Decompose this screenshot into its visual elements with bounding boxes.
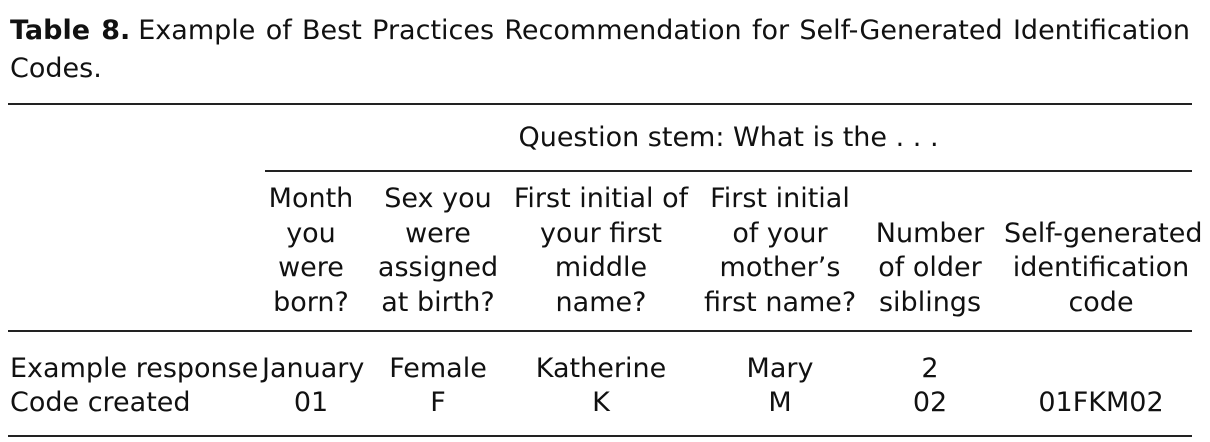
table-top-rule <box>8 103 1192 105</box>
table-cell: 02 <box>912 387 948 418</box>
stem-rule <box>265 170 1192 172</box>
table-cell: 01 <box>293 387 329 418</box>
table-cell: January <box>262 353 365 384</box>
column-header-middle-initial: First initial of your first middle name? <box>513 183 689 318</box>
table-cell: Female <box>389 353 487 384</box>
table-cell: Katherine <box>535 353 667 384</box>
question-stem: Question stem: What is the . . . <box>518 122 939 153</box>
table-cell: 01FKM02 <box>1038 387 1164 418</box>
table-caption: Table 8. Example of Best Practices Recomm… <box>10 12 1190 88</box>
column-header-siblings: Number of older siblings <box>875 217 985 318</box>
column-header-month: Month you were born? <box>268 183 354 318</box>
table-cell: F <box>430 387 446 418</box>
column-header-mother-initial: First initial of your mother’s first nam… <box>704 183 857 318</box>
table-label: Table 8. <box>10 15 131 46</box>
column-header-code: Self-generated identification code <box>1004 217 1203 318</box>
table-cell: 2 <box>921 353 939 384</box>
row-label-example-response: Example response <box>10 353 259 384</box>
table-caption-text: Example of Best Practices Recommendation… <box>10 15 1190 84</box>
table-cell: M <box>768 387 792 418</box>
table-bottom-rule <box>8 435 1192 437</box>
table-cell: Mary <box>746 353 814 384</box>
row-label-code-created: Code created <box>10 387 191 418</box>
header-rule <box>8 330 1192 332</box>
column-header-sex: Sex you were assigned at birth? <box>377 183 499 318</box>
table-cell: K <box>592 387 610 418</box>
